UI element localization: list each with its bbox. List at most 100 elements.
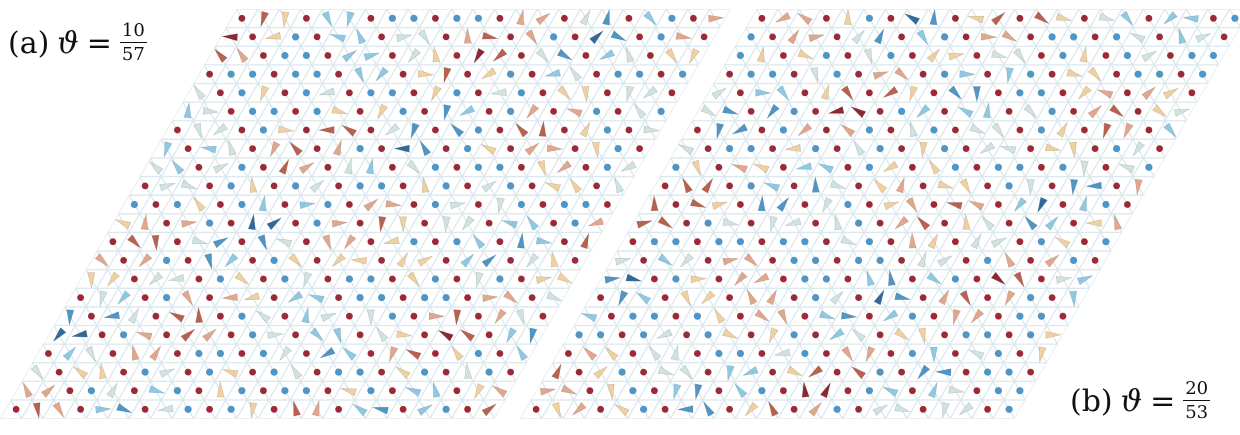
spin-dot (640, 257, 647, 264)
spin-dot (593, 182, 600, 190)
spin-dot (238, 238, 246, 246)
spin-cone (432, 46, 441, 63)
spin-dot (238, 14, 246, 22)
spin-dot (313, 145, 321, 153)
spin-dot (432, 350, 439, 357)
spin-dot (141, 182, 149, 190)
spin-dot (432, 126, 439, 134)
spin-cone (1087, 66, 1102, 82)
spin-cone (580, 233, 590, 250)
spin-dot (496, 238, 504, 246)
spin-dot (651, 275, 658, 283)
spin-dot (346, 312, 353, 320)
spin-cone (171, 160, 185, 175)
spin-dot (898, 368, 905, 376)
spin-dot (410, 89, 418, 97)
spin-dot (442, 145, 450, 153)
spin-cone (311, 400, 320, 417)
panel-a-tag: (a) (8, 25, 50, 61)
spin-cone (298, 162, 315, 175)
spin-dot (1145, 14, 1153, 22)
spin-dot (801, 312, 809, 320)
spin-dot (898, 145, 905, 153)
spin-dot (801, 238, 809, 246)
spin-dot (1016, 14, 1024, 22)
spin-dot (779, 126, 788, 134)
spin-dot (345, 275, 353, 283)
spin-dot (507, 33, 514, 41)
spin-dot (984, 331, 992, 339)
spin-cone (873, 28, 885, 45)
spin-dot (930, 312, 938, 320)
spin-cone (482, 294, 499, 303)
spin-cone (463, 27, 472, 44)
spin-cone (497, 197, 505, 214)
spin-cone (990, 271, 1006, 285)
spin-dot (227, 219, 235, 227)
spin-dot (1048, 33, 1056, 41)
spin-dot (249, 145, 256, 153)
spin-dot (421, 108, 428, 115)
spin-dot (131, 387, 138, 395)
spin-cone (222, 293, 238, 302)
spin-cone (395, 34, 412, 43)
spin-cone (1056, 122, 1068, 138)
spin-dot (206, 219, 214, 227)
spin-dot (962, 368, 970, 376)
spin-dot (313, 368, 321, 376)
spin-dot (747, 219, 755, 227)
spin-cone (62, 346, 77, 361)
spin-dot (302, 387, 310, 395)
spin-dot (410, 312, 418, 320)
spin-cone (797, 12, 813, 26)
spin-cone (442, 216, 451, 233)
spin-dot (1070, 33, 1078, 41)
spin-dot (356, 294, 364, 302)
spin-cone (481, 180, 497, 193)
spin-dot (313, 219, 321, 227)
spin-cone (329, 34, 347, 43)
spin-cone (320, 312, 337, 323)
spin-cone (753, 272, 770, 284)
spin-cone (1069, 290, 1078, 307)
spin-cone (599, 48, 616, 60)
spin-cone (990, 237, 1007, 249)
spin-cone (516, 232, 525, 249)
spin-cone (742, 366, 759, 376)
spin-cone (406, 271, 420, 287)
spin-dot (844, 200, 852, 209)
spin-dot (715, 349, 723, 358)
spin-cone (94, 253, 109, 267)
spin-dot (421, 219, 428, 227)
spin-cone (341, 49, 357, 63)
spin-cone (734, 271, 748, 286)
spin-dot (715, 238, 723, 246)
spin-dot (303, 14, 310, 22)
spin-dot (507, 257, 514, 264)
spin-cone (917, 251, 927, 268)
spin-cone (972, 86, 981, 102)
spin-dot (518, 52, 525, 59)
spin-dot (109, 350, 117, 357)
spin-cone (417, 29, 430, 45)
spin-dot (962, 145, 970, 153)
spin-cone (537, 159, 546, 176)
spin-dot (238, 387, 246, 395)
spin-dot (1005, 182, 1013, 190)
spin-dot (98, 331, 106, 339)
spin-dot (356, 368, 364, 376)
spin-cone (180, 179, 197, 190)
spin-dot (941, 145, 949, 153)
spin-cone (529, 327, 538, 344)
spin-cone (1055, 12, 1072, 21)
spin-dot (141, 368, 149, 376)
spin-dot (303, 126, 310, 134)
spin-dot (790, 107, 798, 115)
spin-dot (561, 238, 568, 246)
spin-cone (319, 87, 336, 96)
spin-dot (672, 238, 680, 246)
spin-dot (1037, 126, 1045, 134)
spin-dot (388, 89, 396, 97)
spin-cone (526, 252, 540, 268)
spin-cone (148, 385, 165, 394)
